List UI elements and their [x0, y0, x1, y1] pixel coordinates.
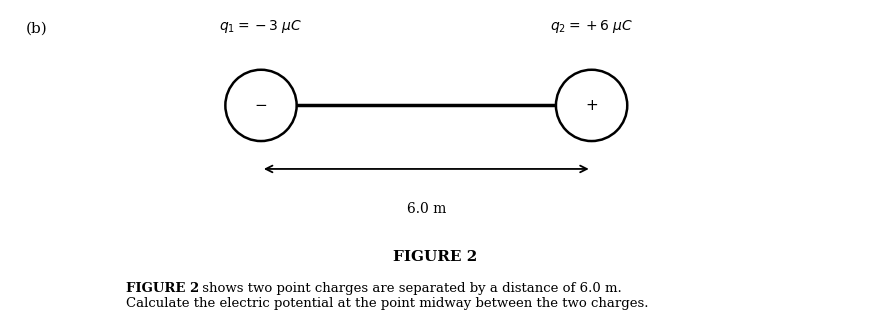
Ellipse shape — [555, 70, 627, 141]
Text: −: − — [255, 98, 267, 113]
Text: $q_2=+6\ \mu C$: $q_2=+6\ \mu C$ — [549, 18, 633, 35]
Text: 6.0 m: 6.0 m — [406, 202, 446, 216]
Text: shows two point charges are separated by a distance of 6.0 m.: shows two point charges are separated by… — [198, 282, 621, 295]
Text: $q_1=-3\ \mu C$: $q_1=-3\ \mu C$ — [219, 18, 302, 35]
Text: (b): (b) — [26, 22, 48, 36]
Text: Calculate the electric potential at the point midway between the two charges.: Calculate the electric potential at the … — [126, 297, 648, 310]
Text: FIGURE 2: FIGURE 2 — [393, 250, 476, 264]
Text: FIGURE 2: FIGURE 2 — [126, 282, 199, 295]
Text: +: + — [585, 98, 597, 113]
Ellipse shape — [225, 70, 296, 141]
